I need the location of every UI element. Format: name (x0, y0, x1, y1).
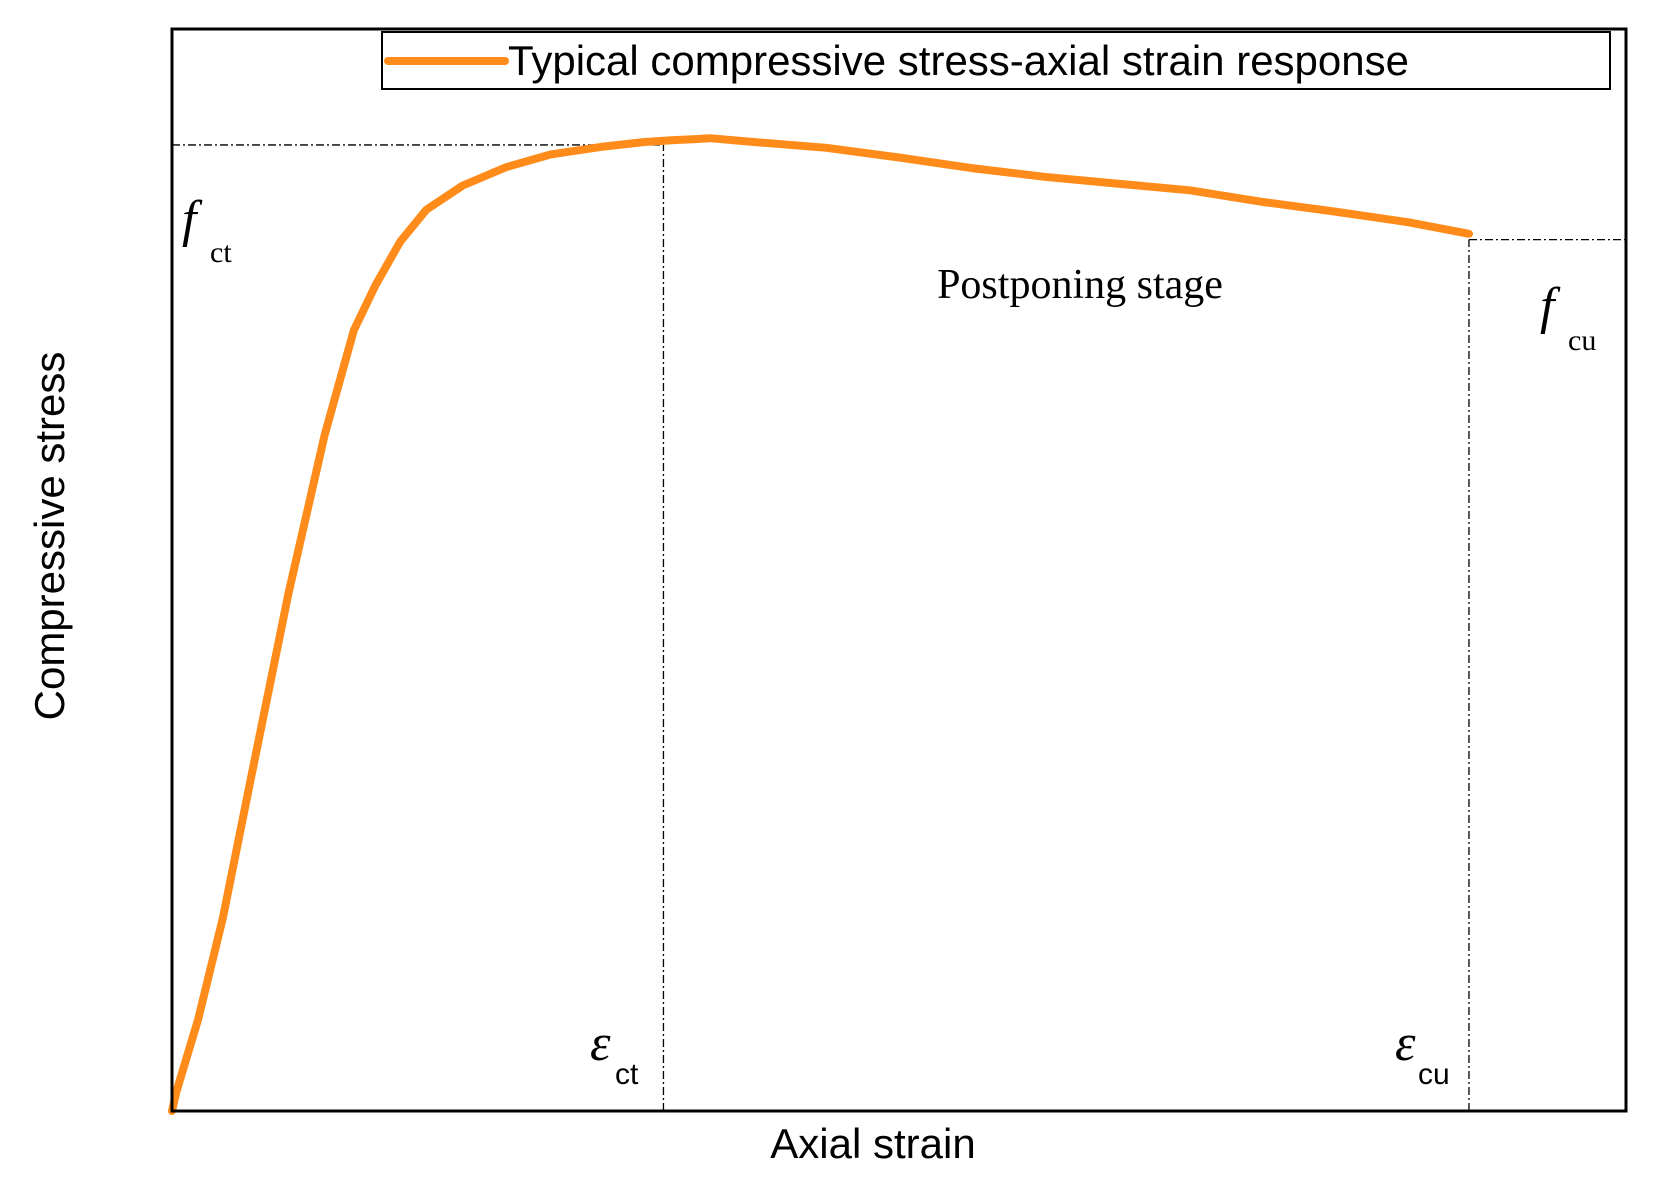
y-axis-title: Compressive stress (26, 352, 73, 721)
legend-box (381, 31, 1611, 90)
data-point (549, 154, 551, 156)
data-point (971, 167, 973, 169)
data-point (644, 141, 646, 143)
f-ct-subscript: ct (210, 236, 232, 269)
data-point (462, 185, 464, 187)
data-point (197, 1018, 199, 1020)
f-ct-symbol: f (182, 191, 203, 248)
data-point (753, 141, 755, 143)
eps-cu-symbol: ε (1395, 1015, 1416, 1072)
data-point (399, 241, 401, 243)
data-point (1468, 233, 1470, 235)
data-point (1407, 221, 1409, 223)
data-point (505, 166, 507, 168)
x-axis-title: Axial strain (770, 1120, 975, 1167)
postponing-stage-label: Postponing stage (937, 262, 1223, 308)
annotation-eps-cu: ε cu (1395, 1015, 1450, 1091)
data-point (898, 156, 900, 158)
data-point (673, 139, 675, 141)
data-point (222, 917, 224, 919)
data-point (324, 434, 326, 436)
data-point (600, 146, 602, 148)
data-point (375, 284, 377, 286)
data-point (425, 209, 427, 211)
eps-cu-subscript: cu (1418, 1058, 1450, 1091)
annotation-eps-ct: ε ct (590, 1015, 639, 1091)
plot-frame (170, 27, 1628, 1113)
legend-label: Typical compressive stress-axial strain … (508, 37, 1409, 84)
data-point (1043, 176, 1045, 178)
f-cu-subscript: cu (1568, 324, 1596, 357)
data-point (1262, 201, 1263, 203)
data-point (251, 772, 253, 774)
reference-lines (172, 144, 1626, 1111)
f-cu-symbol: f (1540, 278, 1561, 335)
data-point (353, 329, 355, 331)
data-point (1334, 211, 1336, 213)
data-point (1189, 189, 1191, 191)
data-point (175, 1091, 177, 1093)
eps-ct-subscript: ct (615, 1058, 639, 1091)
series-line-0 (168, 134, 1473, 1115)
data-point (825, 147, 827, 149)
annotation-f-ct: f ct (182, 191, 232, 269)
data-point (694, 138, 696, 140)
eps-ct-symbol: ε (590, 1015, 611, 1072)
annotation-f-cu: f cu (1540, 278, 1596, 357)
series-layer (168, 134, 1473, 1115)
data-point (709, 137, 711, 139)
legend: Typical compressive stress-axial strain … (381, 31, 1611, 90)
data-point (1116, 183, 1118, 185)
data-point (287, 593, 289, 595)
